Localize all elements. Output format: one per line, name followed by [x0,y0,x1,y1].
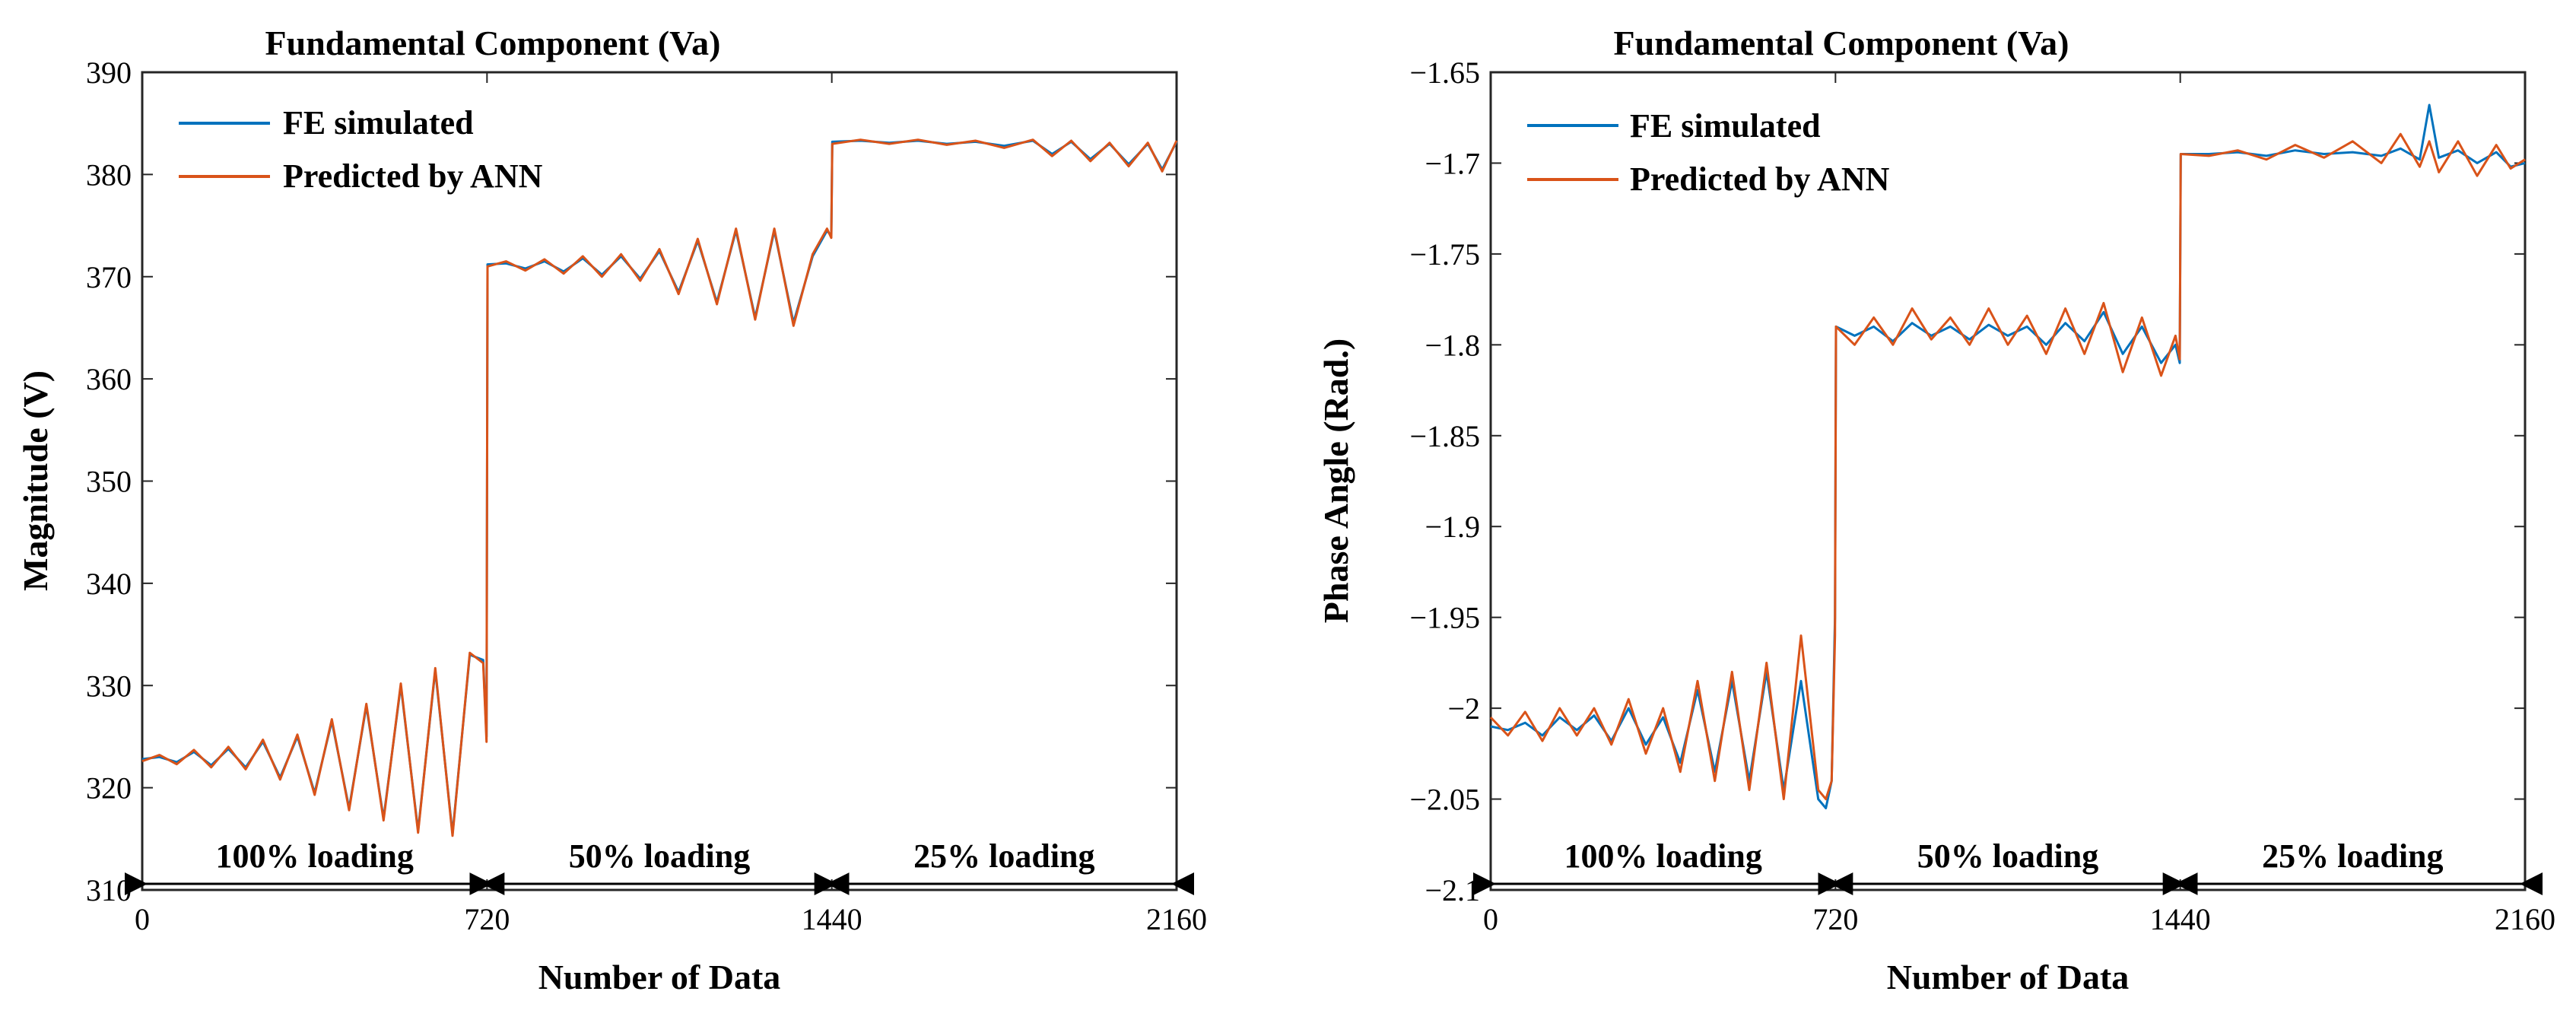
loading-range-label: 100% loading [1564,837,1761,875]
x-tick-label: 720 [1812,902,1858,936]
y-tick-label: −1.75 [1409,237,1480,272]
right-chart: Fundamental Component (Va) −2.1 −2.05 −2 −1… [1317,24,2555,996]
x-tick-label: 0 [135,902,150,936]
left-x-axis-label: Number of Data [538,958,781,996]
x-tick-label: 1440 [802,902,862,936]
x-tick-label: 2160 [2495,902,2555,936]
loading-range-label: 50% loading [1917,837,2098,875]
y-tick-label: −1.7 [1425,146,1480,180]
x-tick-label: 2160 [1146,902,1207,936]
left-y-axis-label: Magnitude (V) [16,370,55,591]
left-legend-ann-label: Predicted by ANN [283,157,543,195]
y-tick-label: −1.85 [1409,419,1480,453]
series-predicted-by-ann-line [141,138,1178,837]
y-tick-label: 330 [86,669,132,703]
right-chart-title: Fundamental Component (Va) [1614,24,2069,62]
y-tick-label: 320 [86,771,132,806]
loading-range-label: 25% loading [913,837,1094,875]
series-fe-simulated-line [141,139,1178,835]
right-legend-fe-label: FE simulated [1630,107,1821,145]
y-tick-label: 370 [86,260,132,294]
right-x-axis-label: Number of Data [1887,958,2130,996]
y-tick-label: −2 [1447,691,1480,726]
y-tick-label: −2.05 [1409,783,1480,817]
y-tick-label: 390 [86,56,132,90]
left-legend-fe-label: FE simulated [283,104,474,141]
right-y-axis-label: Phase Angle (Rad.) [1317,338,1355,623]
y-tick-label: −1.65 [1409,56,1480,90]
y-tick-label: 340 [86,567,132,601]
y-tick-label: −2.1 [1425,873,1480,907]
y-tick-label: −1.95 [1409,601,1480,635]
y-tick-label: 310 [86,873,132,907]
y-tick-label: −1.8 [1425,328,1480,362]
right-legend: FE simulated Predicted by ANN [1527,107,1890,198]
y-tick-label: 360 [86,362,132,396]
left-legend: FE simulated Predicted by ANN [179,104,543,195]
left-plot-frame [141,71,1178,891]
loading-range-label: 50% loading [569,837,750,875]
series-fe-simulated-line [1490,103,2526,809]
y-tick-label: 350 [86,465,132,499]
left-chart: Fundamental Component (Va) 310 320 330 340 3… [16,24,1207,996]
series-predicted-by-ann-line [1489,132,2526,801]
left-chart-title: Fundamental Component (Va) [265,24,721,62]
x-tick-label: 720 [464,902,510,936]
y-tick-label: −1.9 [1425,510,1480,544]
y-tick-label: 380 [86,157,132,192]
loading-range-label: 100% loading [215,837,413,875]
x-tick-label: 0 [1483,902,1498,936]
right-legend-ann-label: Predicted by ANN [1630,160,1890,198]
x-tick-label: 1440 [2150,902,2211,936]
loading-range-label: 25% loading [2262,837,2443,875]
